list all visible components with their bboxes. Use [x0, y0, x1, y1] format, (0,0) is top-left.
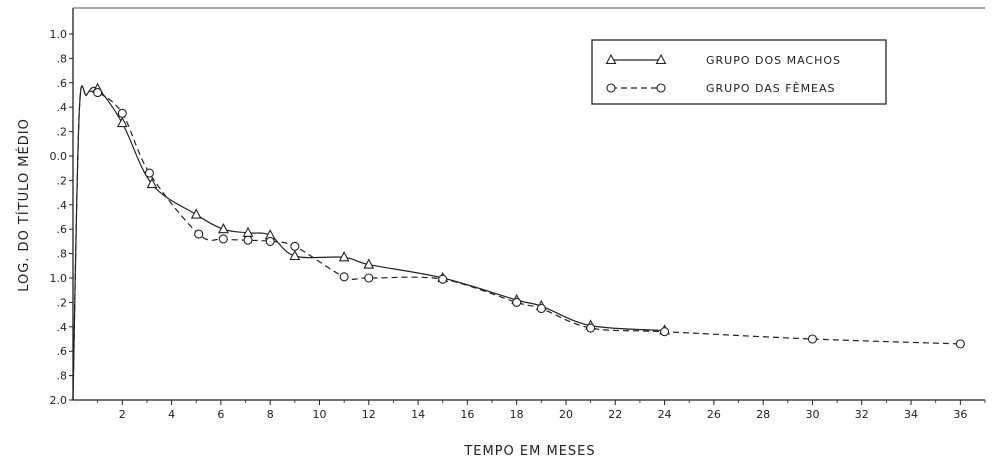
series-1-point: [338, 251, 350, 262]
y-tick-label: .8: [57, 248, 68, 261]
x-tick-label: 8: [267, 408, 274, 421]
series-2-point: [586, 323, 596, 333]
x-tick-label: 24: [658, 408, 672, 421]
y-tick-label: 0.0: [50, 150, 68, 163]
y-tick-label: 2.0: [50, 394, 68, 407]
legend-marker-1: [605, 53, 617, 65]
series-2-point: [265, 236, 275, 246]
series-1-point: [363, 258, 375, 269]
y-tick-label: .2: [57, 126, 68, 139]
y-tick-label: .4: [57, 321, 68, 334]
x-ticks: 2 4 6 8 10 12 14 16 18 20 22 24 26 28 30 32 34 36: [97, 400, 986, 421]
x-tick-label: 34: [904, 408, 918, 421]
x-tick-label: 32: [855, 408, 869, 421]
x-tick-label: 4: [168, 408, 175, 421]
x-tick-label: 20: [559, 408, 573, 421]
x-axis-title: TEMPO EM MESES: [463, 444, 595, 459]
series-2-point: [512, 297, 522, 307]
legend: GRUPO DOS MACHOS GRUPO DAS FÊMEAS: [591, 39, 887, 105]
x-tick-label: 12: [362, 408, 376, 421]
x-tick-label: 2: [119, 408, 126, 421]
series-2-point: [536, 303, 546, 314]
series-1-point: [146, 177, 158, 189]
series-2-point: [290, 241, 300, 251]
series-2-point: [117, 108, 127, 118]
legend-marker-1: [655, 53, 667, 65]
y-ticks: 1.0 .8 .6 .4 .2 0.0 .2 .4 .6 .8 1.0 .2 .4 .6 .8 2.0: [50, 28, 73, 407]
x-tick-label: 16: [460, 408, 474, 421]
y-tick-label: .6: [57, 77, 68, 90]
series-2-point: [955, 339, 965, 349]
y-tick-label: .2: [57, 296, 68, 309]
x-tick-label: 36: [953, 408, 967, 421]
legend-label-1: GRUPO DOS MACHOS: [706, 54, 841, 67]
y-tick-label: .2: [57, 174, 68, 187]
y-tick-label: .4: [57, 199, 68, 212]
series-1-point: [217, 223, 229, 234]
y-tick-label: .6: [57, 345, 68, 358]
series-2-point: [218, 234, 228, 244]
series-2-point: [243, 235, 253, 245]
series-2-point: [807, 334, 818, 344]
series-2-point: [339, 272, 349, 282]
x-tick-label: 6: [217, 408, 224, 421]
legend-marker-2: [656, 83, 666, 93]
x-tick-label: 28: [756, 408, 770, 421]
legend-label-2: GRUPO DAS FÊMEAS: [706, 82, 836, 95]
y-axis-title: LOG. DO TÍTULO MÉDIO: [16, 118, 32, 292]
y-tick-label: 1.0: [50, 272, 68, 285]
series-2-point: [364, 273, 374, 283]
series-1-point: [289, 249, 301, 261]
series-1-point: [190, 208, 202, 219]
series-2-point: [93, 88, 103, 98]
series-2-point: [194, 229, 204, 239]
series-2-point: [660, 327, 670, 337]
y-tick-label: .8: [57, 370, 68, 383]
series-1-point: [116, 116, 128, 128]
x-tick-label: 22: [608, 408, 622, 421]
legend-marker-2: [606, 83, 616, 93]
series-line-2: [72, 85, 961, 401]
y-tick-label: .6: [57, 223, 68, 236]
y-tick-label: .4: [57, 101, 68, 114]
x-tick-label: 18: [510, 408, 524, 421]
x-tick-label: 30: [805, 408, 819, 421]
legend-box: [591, 39, 887, 105]
series-2-point: [144, 168, 154, 178]
series-2-point: [438, 274, 448, 284]
series-layer: [72, 82, 965, 401]
y-tick-label: .8: [57, 52, 68, 65]
x-tick-label: 10: [312, 408, 326, 421]
axes: [72, 7, 985, 401]
x-tick-label: 14: [411, 408, 425, 421]
series-line-1: [72, 85, 665, 401]
y-tick-label: 1.0: [50, 28, 68, 41]
x-tick-label: 26: [707, 408, 721, 421]
legend-items: GRUPO DOS MACHOS GRUPO DAS FÊMEAS: [605, 53, 841, 95]
